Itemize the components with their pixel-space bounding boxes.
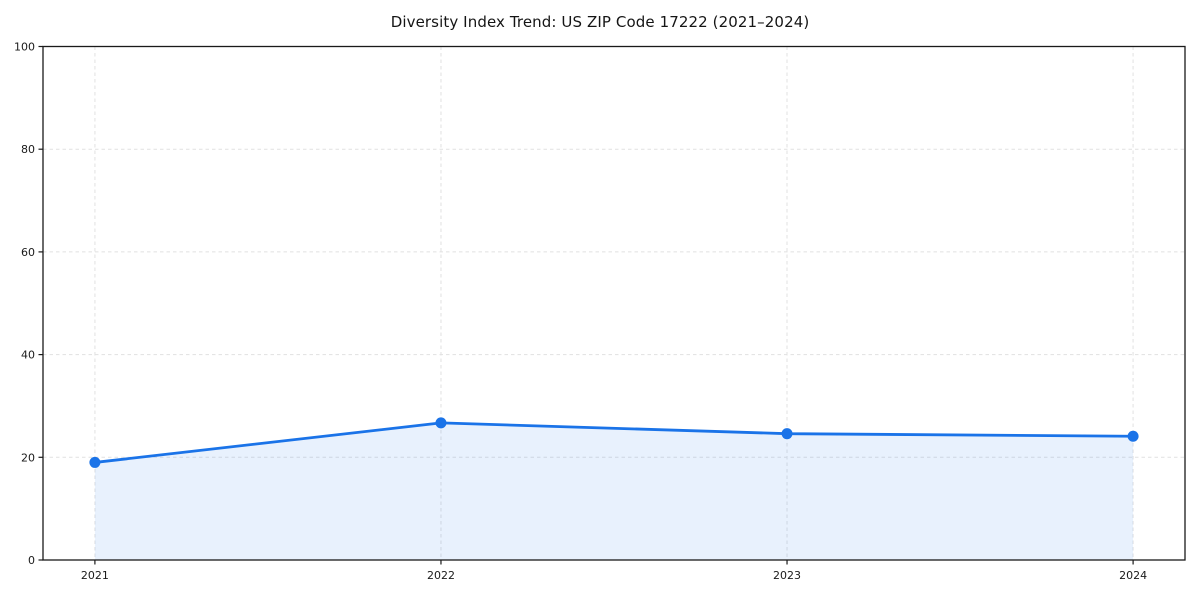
trend-line (93, 421, 1135, 464)
data-point-2023 (781, 428, 793, 440)
y-tick-label: 100 (14, 41, 35, 54)
y-tick-label: 20 (21, 451, 35, 464)
x-tick-label: 2022 (427, 569, 455, 582)
y-tick-label: 60 (21, 246, 35, 259)
data-point-2021 (89, 456, 101, 468)
y-tick-label: 40 (21, 349, 35, 362)
x-tick-label: 2024 (1119, 569, 1147, 582)
data-point-2022 (435, 417, 447, 429)
plot-border (42, 45, 1186, 561)
chart-title: Diversity Index Trend: US ZIP Code 17222… (390, 13, 810, 31)
x-tick-label: 2021 (81, 569, 109, 582)
data-point-2024 (1127, 430, 1139, 442)
y-tick-label: 0 (28, 554, 35, 567)
area-fill (94, 422, 1134, 560)
x-tick-label: 2023 (773, 569, 801, 582)
y-tick-label: 80 (21, 143, 35, 156)
